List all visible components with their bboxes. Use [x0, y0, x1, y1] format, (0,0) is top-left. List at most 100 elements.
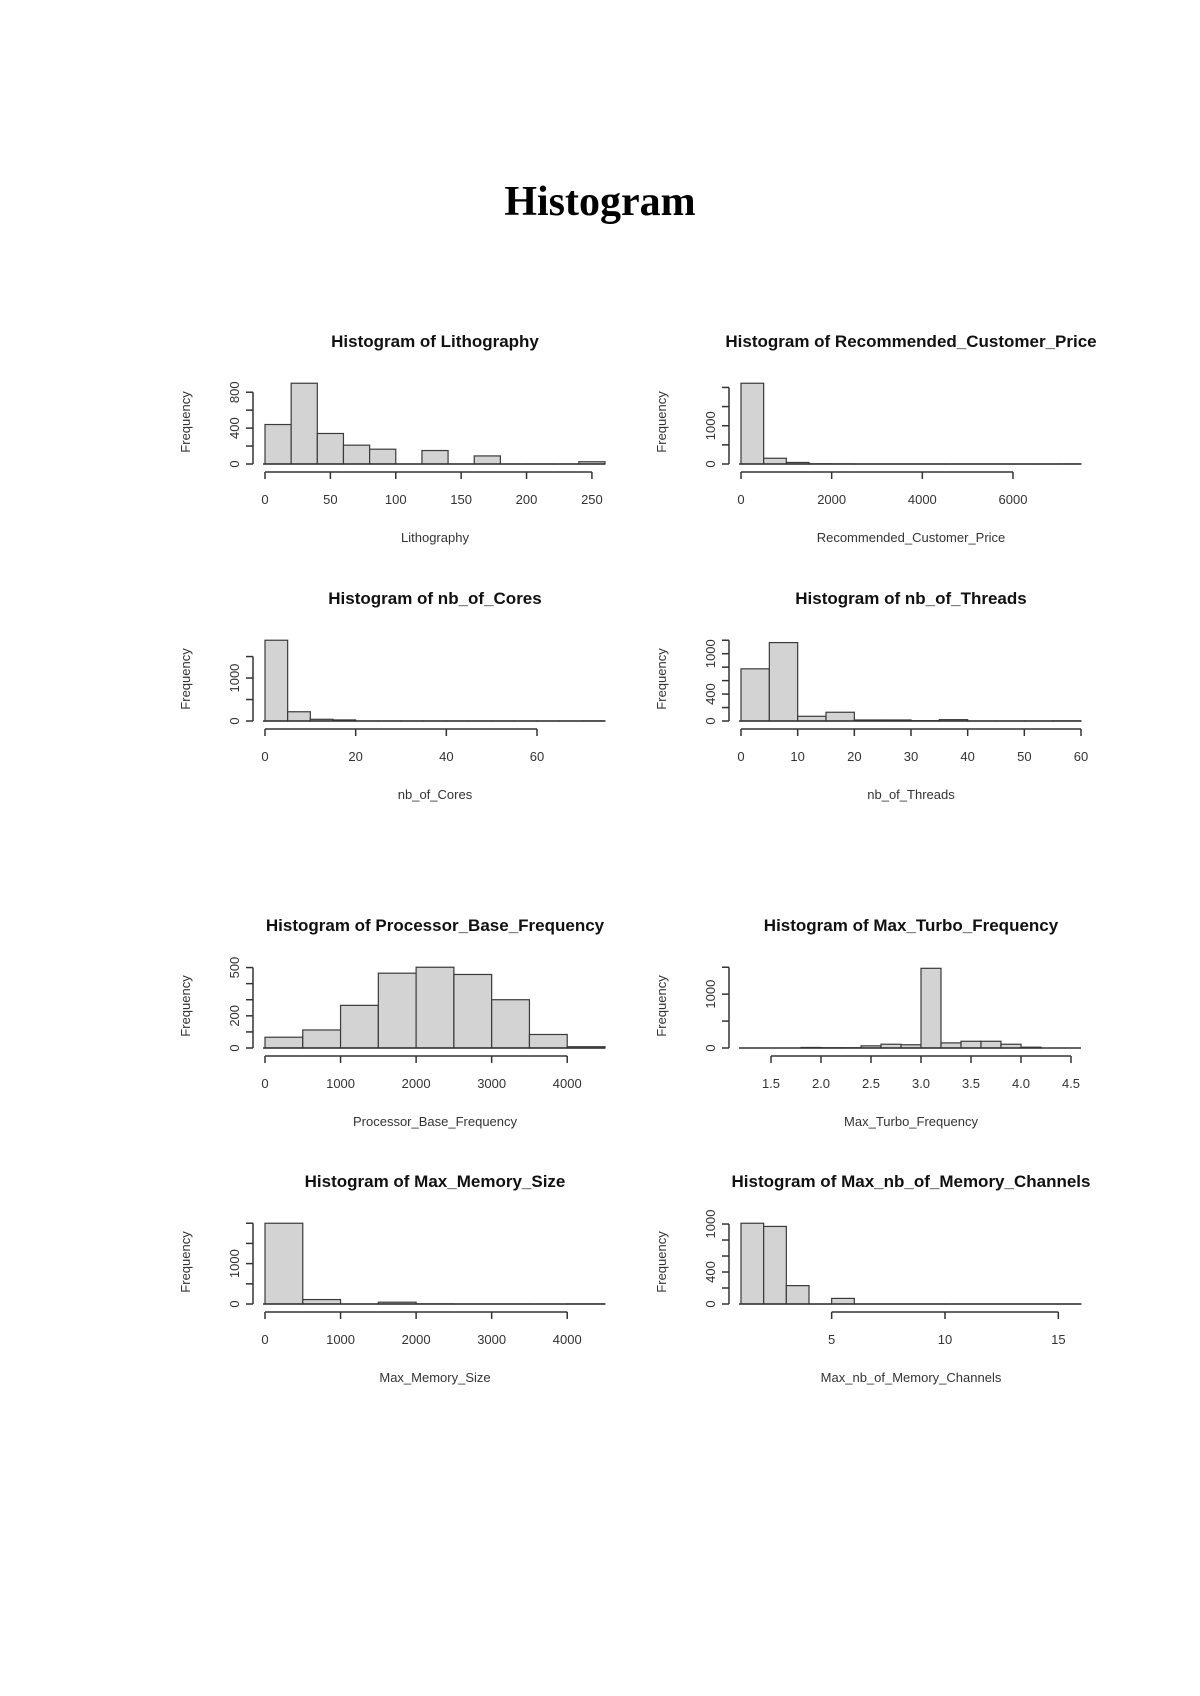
- histogram-bar: [264, 423, 292, 465]
- histogram-bar: [940, 1042, 962, 1049]
- x-tick-label: 3.5: [962, 1076, 980, 1091]
- histogram-svg: Histogram of nb_of_Threads 0 10 20 30 40 50 60 0…: [654, 589, 1088, 802]
- histogram-bar: [831, 1297, 855, 1305]
- chart-title: Histogram of nb_of_Cores: [328, 589, 541, 608]
- x-tick-label: 1000: [326, 1076, 355, 1091]
- x-axis-label: Max_Turbo_Frequency: [844, 1114, 978, 1129]
- y-tick-label: 400: [227, 417, 242, 439]
- x-tick-label: 30: [904, 749, 918, 764]
- y-tick-label: 0: [227, 717, 242, 724]
- x-tick-label: 0: [261, 749, 268, 764]
- chart-title: Histogram of Max_Memory_Size: [305, 1172, 566, 1191]
- y-axis-label: Frequency: [178, 648, 193, 710]
- histogram-bar: [264, 1036, 304, 1049]
- histogram-bar: [264, 639, 289, 722]
- histogram-svg: Histogram of Max_Turbo_Frequency 1.5 2.0 2.…: [654, 916, 1081, 1129]
- histogram-bar: [453, 973, 493, 1049]
- chart-title: Histogram of nb_of_Threads: [795, 589, 1026, 608]
- histogram-bar: [369, 448, 397, 465]
- y-tick-label: 0: [703, 1300, 718, 1307]
- y-tick-label: 800: [227, 381, 242, 403]
- x-axis-label: Recommended_Customer_Price: [817, 530, 1006, 545]
- y-tick-label: 0: [227, 1044, 242, 1051]
- y-tick-label: 1000: [227, 1249, 242, 1278]
- histogram-bar: [316, 432, 345, 465]
- x-tick-label: 0: [737, 492, 744, 507]
- page-title: Histogram: [504, 179, 696, 225]
- x-tick-label: 0: [261, 492, 268, 507]
- histogram-bar: [740, 1222, 765, 1305]
- histogram-svg: Histogram of Recommended_Customer_Price 0…: [654, 332, 1097, 545]
- histogram-nb-of-threads: Histogram of nb_of_Threads 0 10 20 30 40 50 60 0…: [646, 577, 1146, 817]
- x-tick-label: 1000: [326, 1332, 355, 1347]
- histogram-bar: [825, 711, 855, 722]
- histogram-bar: [491, 999, 531, 1049]
- x-tick-label: 3000: [477, 1332, 506, 1347]
- histogram-lithography: Histogram of Lithography 0 50 100 150 200 250 0…: [170, 320, 670, 560]
- x-tick-label: 50: [1017, 749, 1031, 764]
- x-axis-label: nb_of_Threads: [867, 787, 955, 802]
- y-axis-label: Frequency: [178, 975, 193, 1037]
- x-tick-label: 0: [737, 749, 744, 764]
- x-tick-label: 40: [960, 749, 974, 764]
- x-tick-label: 3000: [477, 1076, 506, 1091]
- histogram-nb-of-cores: Histogram of nb_of_Cores 0 20 40 60 0 1000 nb_o…: [170, 577, 670, 817]
- x-tick-label: 5: [828, 1332, 835, 1347]
- y-tick-label: 0: [227, 460, 242, 467]
- histogram-max-memory-size: Histogram of Max_Memory_Size 0 1000 2000 300…: [170, 1160, 670, 1400]
- histogram-bar: [377, 972, 417, 1049]
- histogram-max-nb-of-memory-channels: Histogram of Max_nb_of_Memory_Channels 5 1…: [646, 1160, 1146, 1400]
- histogram-bar: [528, 1033, 568, 1049]
- histogram-bar: [264, 1222, 304, 1305]
- y-axis-label: Frequency: [654, 975, 669, 1037]
- histogram-bar: [287, 711, 311, 722]
- x-axis-label: Processor_Base_Frequency: [353, 1114, 518, 1129]
- x-axis-label: Max_nb_of_Memory_Channels: [821, 1370, 1002, 1385]
- y-tick-label: 0: [227, 1300, 242, 1307]
- chart-title: Histogram of Processor_Base_Frequency: [266, 916, 605, 935]
- x-tick-label: 6000: [999, 492, 1028, 507]
- y-tick-label: 1000: [703, 639, 718, 668]
- y-tick-label: 1000: [227, 664, 242, 693]
- y-tick-label: 0: [703, 717, 718, 724]
- x-tick-label: 250: [581, 492, 603, 507]
- histogram-processor-base-frequency: Histogram of Processor_Base_Frequency 0 10…: [170, 904, 670, 1144]
- histogram-bar: [740, 382, 765, 465]
- x-tick-label: 10: [790, 749, 804, 764]
- y-tick-label: 1000: [703, 1210, 718, 1239]
- histogram-svg: Histogram of Max_nb_of_Memory_Channels 5 1…: [654, 1172, 1090, 1385]
- chart-title: Histogram of Recommended_Customer_Price: [725, 332, 1096, 351]
- x-tick-label: 4000: [553, 1332, 582, 1347]
- x-tick-label: 3.0: [912, 1076, 930, 1091]
- x-tick-label: 15: [1051, 1332, 1065, 1347]
- y-tick-label: 1000: [703, 980, 718, 1009]
- histogram-bar: [763, 1225, 787, 1305]
- chart-title: Histogram of Lithography: [331, 332, 539, 351]
- x-tick-label: 150: [450, 492, 472, 507]
- x-tick-label: 2.5: [862, 1076, 880, 1091]
- histogram-bar: [290, 382, 318, 465]
- y-axis-label: Frequency: [178, 1231, 193, 1293]
- x-tick-label: 20: [348, 749, 362, 764]
- x-tick-label: 60: [530, 749, 544, 764]
- histogram-bar: [339, 1004, 379, 1049]
- x-axis-label: Lithography: [401, 530, 469, 545]
- histogram-svg: Histogram of Processor_Base_Frequency 0 10…: [178, 916, 606, 1129]
- histogram-bar: [740, 668, 770, 722]
- y-tick-label: 0: [703, 1044, 718, 1051]
- x-tick-label: 200: [516, 492, 538, 507]
- x-tick-label: 4.0: [1012, 1076, 1030, 1091]
- histogram-bar: [768, 641, 799, 722]
- y-tick-label: 400: [703, 1261, 718, 1283]
- x-tick-label: 4000: [908, 492, 937, 507]
- histogram-svg: Histogram of Max_Memory_Size 0 1000 2000 300…: [178, 1172, 606, 1385]
- histogram-bar: [302, 1029, 342, 1049]
- x-tick-label: 4.5: [1062, 1076, 1080, 1091]
- y-tick-label: 200: [227, 1005, 242, 1027]
- x-tick-label: 100: [385, 492, 407, 507]
- histogram-bar: [960, 1040, 982, 1049]
- histogram-bar: [920, 967, 942, 1049]
- y-axis-label: Frequency: [654, 1231, 669, 1293]
- histogram-svg: Histogram of Lithography 0 50 100 150 200 250 0…: [178, 332, 606, 545]
- histogram-svg: Histogram of nb_of_Cores 0 20 40 60 0 1000 nb_o…: [178, 589, 606, 802]
